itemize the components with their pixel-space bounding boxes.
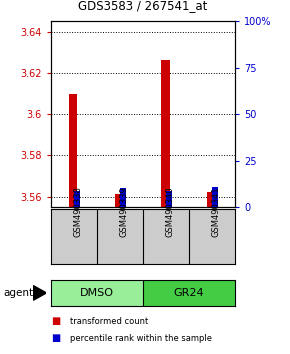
Text: agent: agent [3, 288, 33, 298]
Text: DMSO: DMSO [80, 288, 114, 298]
Polygon shape [33, 286, 46, 300]
Bar [74, 191, 80, 207]
Text: GSM490338: GSM490338 [74, 186, 83, 237]
Text: GSM490339: GSM490339 [120, 186, 129, 237]
Text: percentile rank within the sample: percentile rank within the sample [70, 333, 212, 343]
Bar [161, 61, 170, 207]
Bar [51, 280, 143, 306]
Bar [120, 188, 126, 207]
Text: transformed count: transformed count [70, 317, 148, 326]
Text: GSM490340: GSM490340 [166, 186, 175, 237]
Bar [69, 93, 77, 207]
Bar [207, 192, 215, 207]
Bar [212, 187, 218, 207]
Text: GSM490341: GSM490341 [212, 186, 221, 237]
Text: GDS3583 / 267541_at: GDS3583 / 267541_at [78, 0, 208, 12]
Bar [143, 280, 235, 306]
Bar [166, 191, 172, 207]
Text: ■: ■ [51, 316, 60, 326]
Text: ■: ■ [51, 333, 60, 343]
Bar [115, 194, 124, 207]
Text: GR24: GR24 [173, 288, 204, 298]
